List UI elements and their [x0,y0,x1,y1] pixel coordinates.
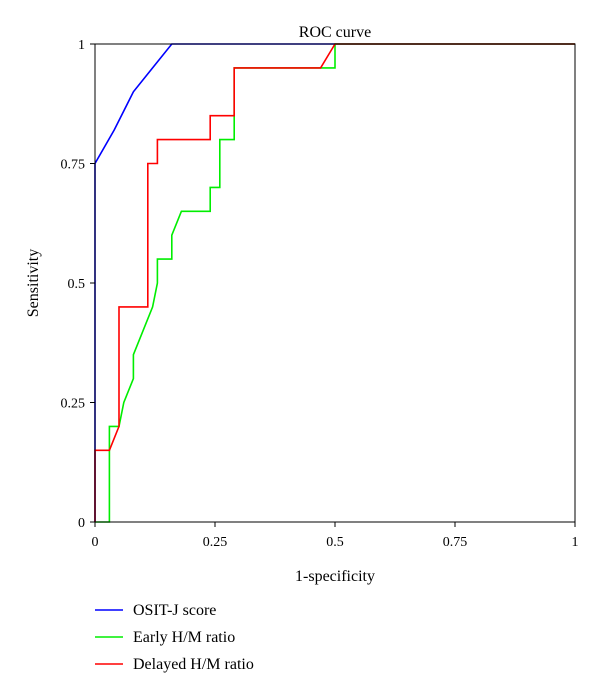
legend-label-0: OSIT-J score [133,602,216,619]
y-tick-label: 0.75 [61,158,86,173]
x-tick-label: 1 [572,535,579,550]
ticks-layer: 0 0.25 0.5 0.75 1 0 0.25 0.5 0.75 1 [61,38,579,550]
x-tick-label: 0.75 [443,535,468,550]
x-axis-label: 1-specificity [295,568,375,585]
series-layer [94,43,575,523]
legend-label-2: Delayed H/M ratio [133,656,254,673]
y-tick-label: 0 [78,516,85,531]
y-axis-label: Sensitivity [25,249,42,317]
series-line-0 [94,43,575,522]
x-tick-label: 0 [92,535,99,550]
series-line-1 [95,43,575,523]
plot-frame [94,43,576,523]
y-tick-label: 1 [78,38,85,53]
chart-title: ROC curve [299,24,371,41]
x-tick-label: 0.5 [326,535,344,550]
legend: OSIT-J score Early H/M ratio Delayed H/M r… [95,602,254,673]
y-tick-label: 0.25 [61,397,86,412]
x-tick-label: 0.25 [203,535,228,550]
legend-label-1: Early H/M ratio [133,629,235,646]
series-line-2 [94,43,575,522]
y-tick-label: 0.5 [68,277,86,292]
